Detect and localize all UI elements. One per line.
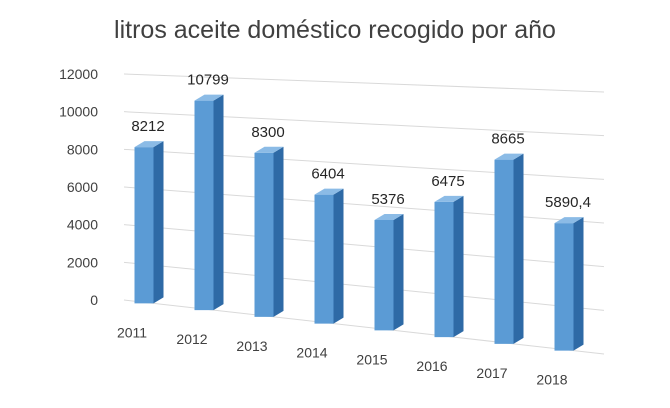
bar-side [213, 94, 224, 311]
bar-side [333, 188, 344, 324]
bar-front [554, 223, 574, 351]
bar-top [434, 195, 464, 202]
x-axis-ticks: 2011 2012 2013 2014 2015 2016 2017 2018 [117, 324, 568, 387]
bar-2015 [374, 214, 404, 331]
bar-top [134, 141, 164, 148]
bar-top [194, 94, 224, 101]
bar-2014 [314, 188, 344, 324]
bar-top [554, 217, 584, 224]
y-tick-label: 10000 [59, 104, 98, 120]
bar-2018 [554, 217, 584, 351]
data-label: 10799 [187, 72, 229, 89]
x-tick-label: 2016 [416, 358, 447, 374]
bar-top [374, 214, 404, 221]
y-tick-label: 0 [90, 292, 98, 308]
bar-side [393, 214, 404, 331]
y-tick-label: 6000 [67, 179, 98, 195]
data-label: 8212 [131, 118, 164, 135]
bar-side [513, 153, 524, 344]
data-label: 8300 [251, 124, 284, 141]
x-tick-label: 2017 [476, 365, 507, 381]
bar-front [314, 194, 334, 324]
data-label: 6475 [431, 173, 464, 190]
bar-2011 [134, 141, 164, 304]
bar-2012 [194, 94, 224, 311]
data-label: 8665 [491, 131, 524, 148]
x-tick-label: 2014 [296, 345, 327, 361]
chart-title: litros aceite doméstico recogido por año [114, 16, 556, 44]
x-tick-label: 2011 [117, 324, 147, 340]
bar-front [494, 159, 514, 344]
bar-side [453, 195, 464, 338]
bar-top [314, 188, 344, 195]
x-tick-label: 2012 [176, 331, 207, 347]
bar-2013 [254, 146, 284, 317]
x-tick-label: 2013 [236, 338, 267, 354]
bar-side [153, 141, 164, 304]
y-tick-label: 4000 [67, 217, 98, 233]
y-axis-ticks: 0 2000 4000 6000 8000 10000 12000 [59, 66, 98, 308]
data-label: 5376 [371, 191, 404, 208]
bar-front [254, 152, 274, 317]
x-tick-label: 2018 [536, 372, 567, 388]
data-label: 5890,4 [545, 194, 591, 211]
bar-front [194, 100, 214, 311]
bar-front [434, 201, 454, 338]
bar-side [573, 217, 584, 351]
data-label: 6404 [311, 166, 344, 183]
y-tick-label: 8000 [67, 141, 98, 157]
x-tick-label: 2015 [356, 351, 387, 367]
bar-top [494, 153, 524, 160]
y-tick-label: 12000 [59, 66, 98, 82]
bar-top [254, 146, 284, 153]
bar-front [374, 220, 394, 331]
bar-front [134, 147, 154, 304]
bar-2016 [434, 195, 464, 338]
bars: 8212 10799 8300 6404 5376 6475 8665 5890,4 [131, 72, 591, 351]
bar-2017 [494, 153, 524, 344]
y-tick-label: 2000 [67, 254, 98, 270]
gridline [123, 73, 605, 93]
bar-side [273, 146, 284, 317]
